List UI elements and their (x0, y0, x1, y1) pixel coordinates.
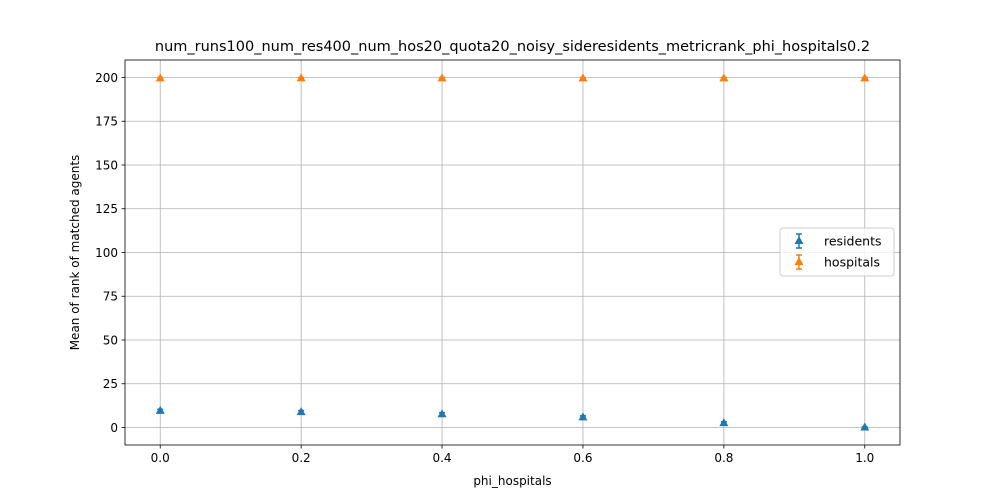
residents-point (296, 407, 306, 416)
residents-point (437, 409, 447, 418)
hospitals-point (155, 73, 165, 82)
y-tick-label: 25 (103, 377, 118, 391)
y-tick-label: 175 (95, 115, 118, 129)
residents-point (155, 405, 165, 414)
grid (125, 60, 900, 445)
x-tick-label: 0.0 (151, 451, 170, 465)
series-hospitals (155, 73, 870, 82)
legend-entry-hospitals: hospitals (794, 254, 880, 270)
legend-marker (794, 257, 804, 265)
y-tick-label: 0 (110, 421, 118, 435)
hospitals-point (860, 73, 870, 82)
x-tick-label: 1.0 (855, 451, 874, 465)
y-tick-label: 150 (95, 158, 118, 172)
x-tick-label: 0.4 (432, 451, 451, 465)
y-tick-label: 100 (95, 246, 118, 260)
residents-point (578, 412, 588, 421)
chart-title: num_runs100_num_res400_num_hos20_quota20… (155, 39, 870, 55)
legend-box (779, 227, 895, 277)
data-marks (155, 73, 870, 431)
x-tick-label: 0.8 (714, 451, 733, 465)
y-tick-label: 50 (103, 333, 118, 347)
legend-entry-residents: residents (794, 233, 882, 249)
axis-ticks: 0.0 0.2 0.4 0.6 0.8 1.0 0 25 50 75 100 125 150 175 200 (95, 71, 874, 465)
hospitals-point (437, 73, 447, 82)
hospitals-point (719, 73, 729, 82)
legend-marker (794, 236, 804, 244)
series-residents (155, 405, 870, 431)
legend-label: hospitals (824, 255, 880, 270)
y-tick-label: 125 (95, 202, 118, 216)
legend: residents hospitals (779, 227, 895, 277)
residents-point (719, 418, 729, 427)
x-tick-label: 0.6 (573, 451, 592, 465)
x-tick-label: 0.2 (292, 451, 311, 465)
legend-label: residents (824, 234, 882, 249)
x-axis-label: phi_hospitals (473, 474, 551, 488)
residents-point (860, 422, 870, 431)
y-tick-label: 75 (103, 290, 118, 304)
hospitals-point (578, 73, 588, 82)
hospitals-point (296, 73, 306, 82)
y-axis-label: Mean of rank of matched agents (68, 155, 82, 351)
y-tick-label: 200 (95, 71, 118, 85)
